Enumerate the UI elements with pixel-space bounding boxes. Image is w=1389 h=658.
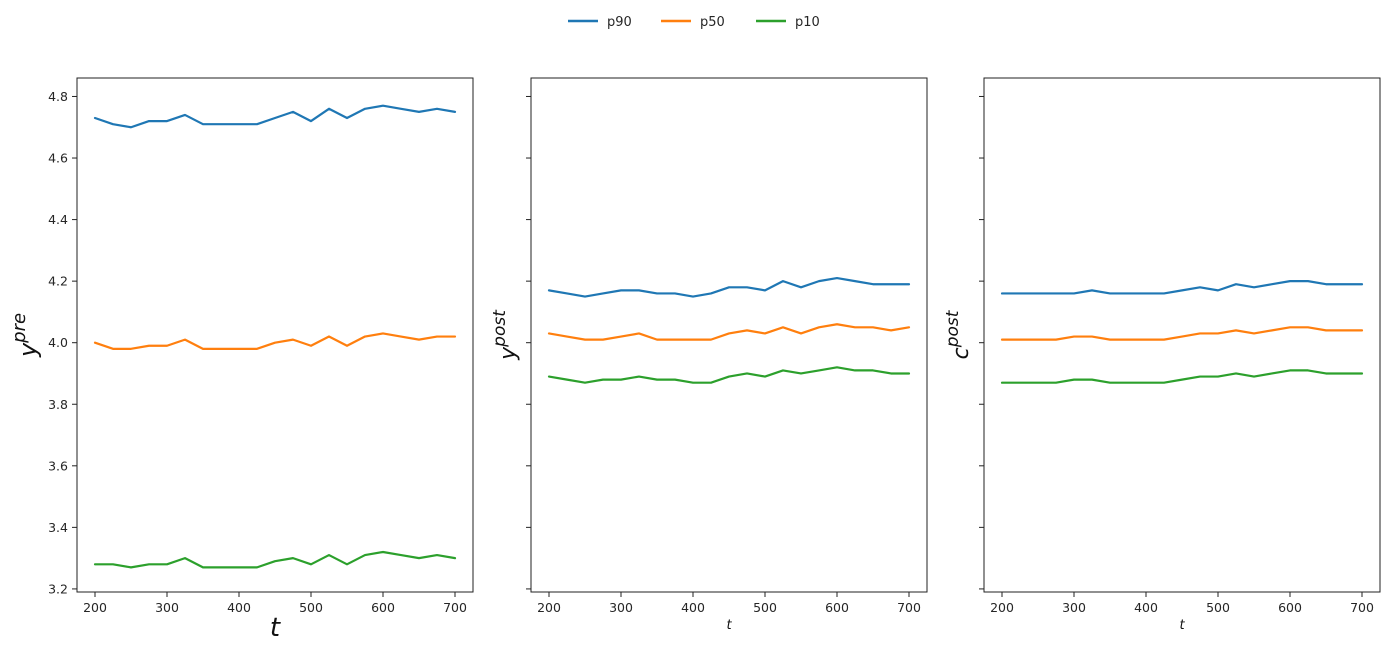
y-tick-label: 4.2: [48, 274, 68, 289]
y-axis-label: ypre: [9, 313, 42, 358]
x-tick-label: 300: [1062, 600, 1086, 615]
y-axis-label-sup: post: [490, 309, 510, 348]
y-axis-label: ypost: [490, 309, 521, 361]
y-tick-label: 4.8: [48, 89, 68, 104]
series-line-p90: [1000, 280, 1364, 295]
x-axis-label: t: [270, 613, 281, 643]
x-tick-label: 200: [990, 600, 1014, 615]
axes-frame: [76, 77, 474, 593]
x-tick-label: 600: [1278, 600, 1302, 615]
y-axis-label-sup: pre: [9, 313, 30, 344]
series-line-p10: [93, 550, 457, 569]
axes-frame: [983, 77, 1381, 593]
x-tick-label: 400: [1134, 600, 1158, 615]
y-tick-label: 4.6: [48, 151, 68, 166]
x-tick-label: 200: [537, 600, 561, 615]
series-line-p10: [1000, 369, 1364, 384]
series-line-p50: [93, 332, 457, 350]
y-axis-label-base: c: [949, 347, 974, 359]
legend-item-p50: p50: [661, 15, 725, 30]
series-line-p50: [547, 323, 911, 341]
x-tick-label: 500: [1206, 600, 1230, 615]
y-tick-label: 4.0: [48, 335, 68, 350]
y-tick-label: 3.2: [48, 581, 68, 596]
y-tick-label: 4.4: [48, 212, 68, 227]
series-line-p10: [547, 366, 911, 384]
legend-label: p90: [607, 15, 632, 30]
axes-frame: [530, 77, 928, 593]
x-tick-label: 600: [371, 600, 395, 615]
legend-item-p10: p10: [756, 15, 820, 30]
legend: p90 p50 p10: [568, 15, 820, 30]
x-tick-label: 300: [155, 600, 179, 615]
x-tick-label: 700: [897, 600, 921, 615]
y-tick-label: 3.8: [48, 397, 68, 412]
y-axis-label: cpost: [943, 309, 974, 359]
panels: 200 300 400 500 600 700 3.2 3.4 3.6 3.8 4.0 4.2 4.4 4…: [9, 77, 1381, 643]
x-axis-label: t: [726, 618, 732, 633]
x-tick-label: 400: [227, 600, 251, 615]
panel-2: 200 300 400 500 600 700 ypost t: [490, 77, 928, 633]
y-axis-label-base: y: [496, 346, 521, 361]
legend-label: p10: [795, 15, 820, 30]
x-tick-label: 500: [753, 600, 777, 615]
x-tick-label: 600: [825, 600, 849, 615]
x-tick-label: 700: [1350, 600, 1374, 615]
series-line-p90: [547, 276, 911, 298]
x-tick-label: 700: [443, 600, 467, 615]
x-tick-label: 500: [299, 600, 323, 615]
x-tick-label: 300: [609, 600, 633, 615]
panel-1: 200 300 400 500 600 700 3.2 3.4 3.6 3.8 4.0 4.2 4.4 4…: [9, 77, 474, 643]
x-tick-label: 200: [83, 600, 107, 615]
y-tick-label: 3.4: [48, 520, 68, 535]
panel-3: 200 300 400 500 600 700 cpost t: [943, 77, 1381, 633]
y-axis-label-sup: post: [943, 309, 963, 348]
y-axis-label-base: y: [14, 342, 42, 358]
x-axis-label: t: [1179, 618, 1185, 633]
x-tick-label: 400: [681, 600, 705, 615]
legend-label: p50: [700, 15, 725, 30]
series-line-p50: [1000, 326, 1364, 341]
legend-item-p90: p90: [568, 15, 632, 30]
y-tick-label: 3.6: [48, 458, 68, 473]
series-line-p90: [93, 104, 457, 129]
